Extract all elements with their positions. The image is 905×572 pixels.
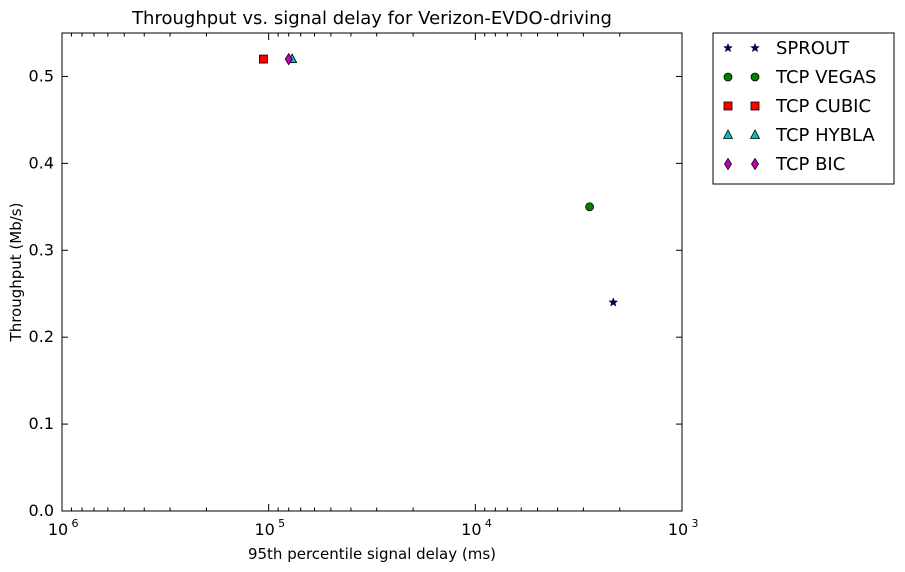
- x-tick-label: 10: [254, 520, 274, 539]
- legend-label: SPROUT: [776, 38, 850, 59]
- legend-label: TCP BIC: [775, 154, 845, 175]
- x-axis-title: 95th percentile signal delay (ms): [248, 545, 496, 563]
- legend-marker: [750, 72, 760, 82]
- chart-title: Throughput vs. signal delay for Verizon-…: [131, 8, 612, 29]
- legend-label: TCP CUBIC: [775, 96, 871, 117]
- legend-marker: [749, 129, 761, 139]
- legend-marker: [723, 72, 733, 82]
- y-tick-label: 0.1: [29, 414, 54, 433]
- x-tick-exponent: 3: [692, 517, 699, 530]
- legend: SPROUT TCP VEGAS TCP CUBIC TCP HYBLA TCP BIC: [712, 32, 895, 185]
- y-axis-title: Throughput (Mb/s): [7, 203, 25, 343]
- legend-marker: [751, 157, 759, 171]
- x-tick-label: 10: [461, 520, 481, 539]
- legend-marker: [750, 101, 760, 111]
- legend-frame: [712, 32, 895, 185]
- x-tick-exponent: 6: [72, 517, 79, 530]
- data-point-tcp-cubic: [259, 54, 268, 64]
- legend-marker: [724, 157, 732, 171]
- legend-marker: [750, 42, 760, 53]
- y-tick-label: 0.3: [29, 240, 54, 259]
- y-tick-label: 0.5: [29, 66, 54, 85]
- data-points: [259, 52, 619, 307]
- y-tick-label: 0.0: [29, 501, 54, 520]
- plot-frame: [61, 32, 683, 512]
- legend-marker: [722, 129, 734, 139]
- data-point-tcp-vegas: [585, 202, 594, 212]
- y-tick-label: 0.4: [29, 153, 54, 172]
- y-tick-label: 0.2: [29, 327, 54, 346]
- legend-label: TCP VEGAS: [775, 67, 876, 88]
- x-tick-exponent: 5: [278, 517, 285, 530]
- x-tick-label: 10: [48, 520, 68, 539]
- legend-marker: [723, 42, 733, 53]
- data-point-sprout: [608, 297, 619, 307]
- legend-marker: [723, 101, 733, 111]
- x-tick-label: 10: [668, 520, 688, 539]
- legend-label: TCP HYBLA: [775, 125, 875, 146]
- axes: 0.0 0.1 0.2 0.3 0.4 0.5 10 6 10 5 10 4 10 3: [29, 32, 699, 539]
- x-tick-exponent: 4: [485, 517, 492, 530]
- data-point-tcp-bic: [284, 52, 293, 66]
